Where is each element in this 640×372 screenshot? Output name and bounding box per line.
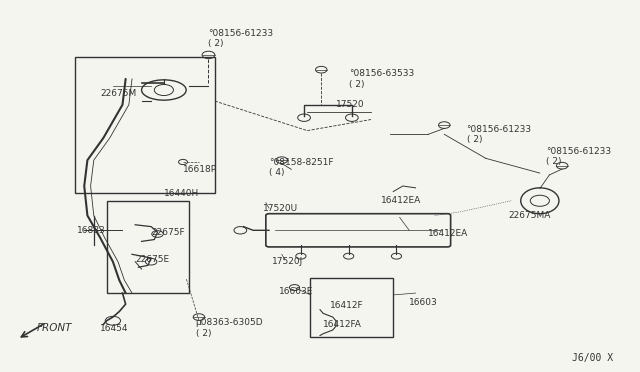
Text: 16618P: 16618P <box>183 165 217 174</box>
Text: FRONT: FRONT <box>36 323 72 333</box>
Text: 16454: 16454 <box>100 324 129 333</box>
Text: 16412F: 16412F <box>330 301 363 311</box>
Text: 17520J: 17520J <box>272 257 303 266</box>
Text: 16412FA: 16412FA <box>323 320 362 329</box>
Text: 16603E: 16603E <box>278 287 313 296</box>
Text: °08156-61233
( 2): °08156-61233 ( 2) <box>546 147 611 166</box>
Text: °08156-63533
( 2): °08156-63533 ( 2) <box>349 69 414 89</box>
Bar <box>106 201 189 293</box>
Text: 22675M: 22675M <box>100 89 136 98</box>
Text: °08158-8251F
( 4): °08158-8251F ( 4) <box>269 158 333 177</box>
Text: 22675E: 22675E <box>135 255 170 264</box>
Text: 16412EA: 16412EA <box>428 230 468 238</box>
Text: 16440H: 16440H <box>164 189 199 198</box>
Text: 16603: 16603 <box>409 298 438 307</box>
Text: °08156-61233
( 2): °08156-61233 ( 2) <box>209 29 274 48</box>
Text: 22675F: 22675F <box>151 228 185 237</box>
Text: °08156-61233
( 2): °08156-61233 ( 2) <box>467 125 532 144</box>
Bar <box>75 57 215 193</box>
Text: J6/00 X: J6/00 X <box>572 353 613 363</box>
Text: 17520U: 17520U <box>262 203 298 213</box>
Text: 22675MA: 22675MA <box>508 211 550 220</box>
Text: µ08363-6305D
( 2): µ08363-6305D ( 2) <box>196 318 264 338</box>
Bar <box>310 278 394 337</box>
Text: 17520: 17520 <box>336 100 365 109</box>
Text: 16883: 16883 <box>77 226 106 235</box>
Text: 16412EA: 16412EA <box>381 196 420 205</box>
